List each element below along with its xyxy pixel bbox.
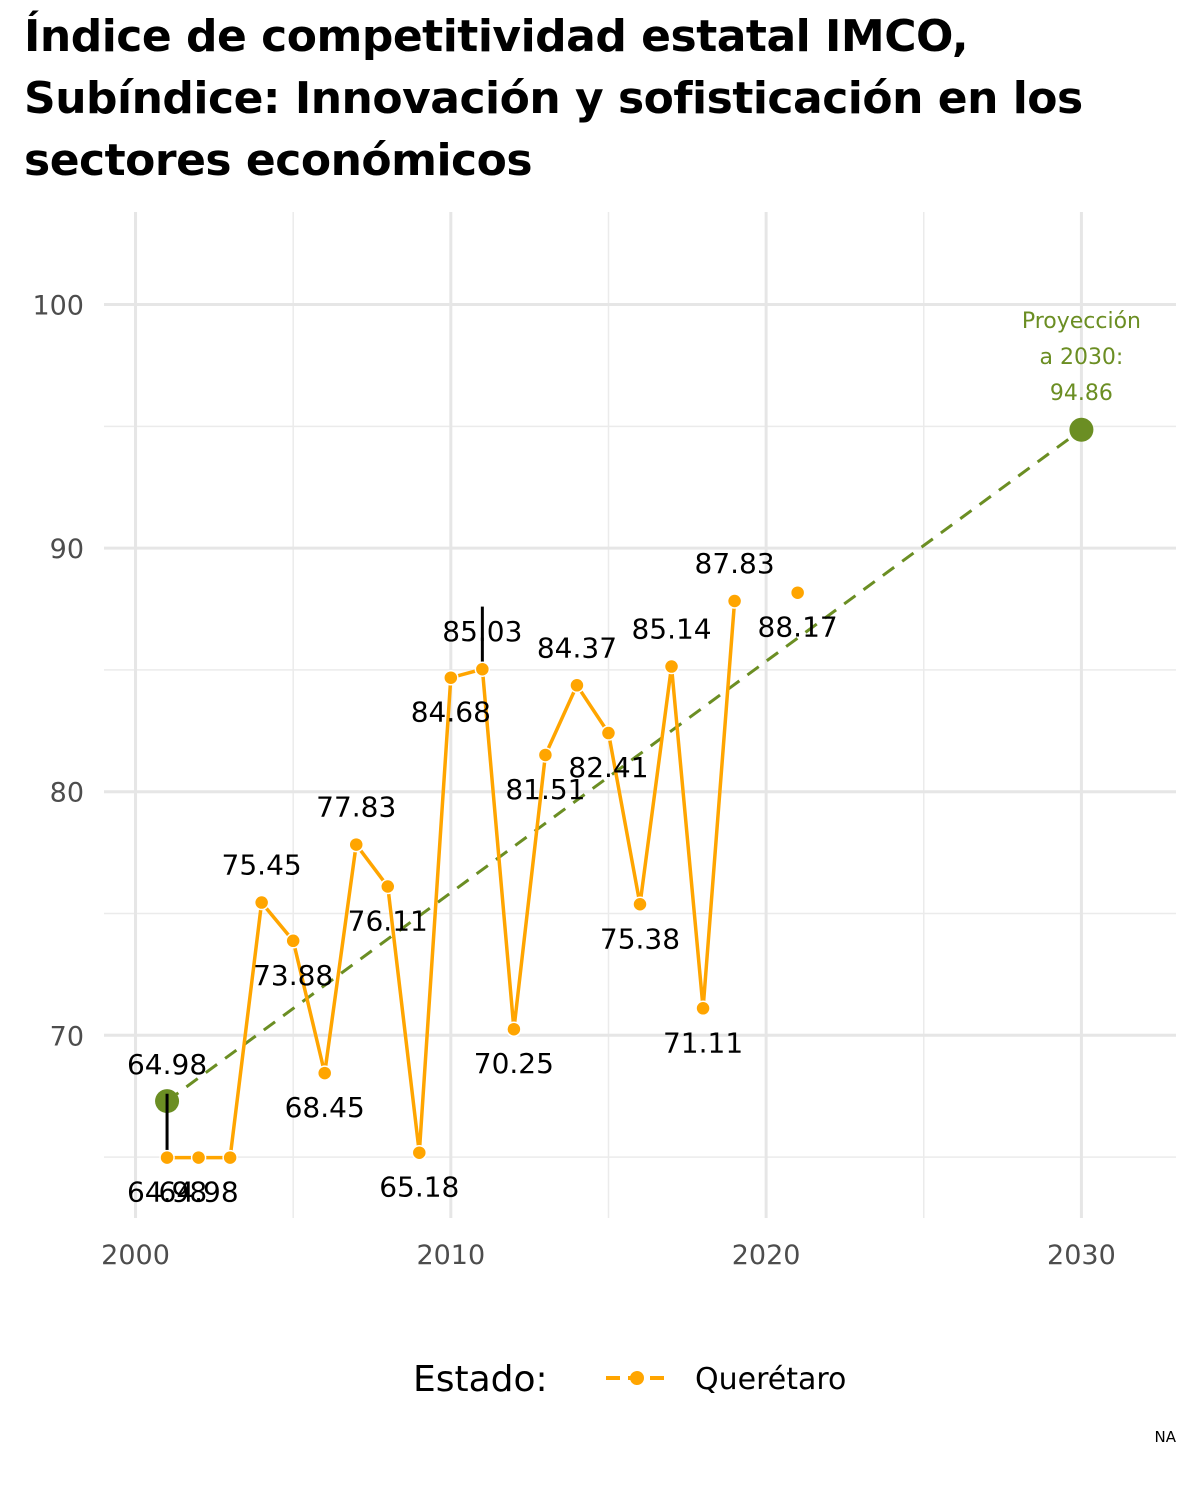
data-label: 77.83 — [316, 791, 396, 824]
x-tick-label: 2000 — [101, 1240, 170, 1271]
data-label: 84.37 — [537, 631, 617, 664]
data-point — [632, 896, 648, 913]
x-tick-label: 2030 — [1047, 1240, 1116, 1271]
projection-point — [1069, 417, 1094, 442]
major-gridlines — [104, 212, 1176, 1218]
legend-label: Querétaro — [695, 1362, 846, 1397]
series-points — [159, 584, 806, 1166]
data-point — [537, 747, 554, 763]
trend-line — [166, 428, 1083, 1103]
data-label: 82.41 — [568, 751, 648, 784]
x-tick-label: 2020 — [732, 1240, 801, 1271]
data-point — [600, 725, 617, 741]
data-point — [474, 661, 491, 677]
data-label: 88.17 — [758, 611, 838, 644]
highlight-label: 64.98 — [127, 1048, 207, 1081]
legend: Estado: Querétaro — [413, 1359, 846, 1400]
data-label: 85.14 — [631, 613, 711, 646]
data-point — [316, 1065, 333, 1081]
data-point — [695, 1000, 711, 1017]
data-label: 65.18 — [379, 1171, 459, 1204]
x-tick-label: 2010 — [416, 1240, 485, 1271]
data-label: 71.11 — [663, 1026, 743, 1059]
data-point — [443, 669, 459, 686]
projection-label: a 2030: — [1039, 345, 1123, 370]
data-point — [569, 677, 585, 694]
data-label: 84.68 — [411, 696, 491, 729]
chart-title: Índice de competitividad estatal IMCO, S… — [24, 11, 1083, 186]
projection-annotation: Proyección a 2030: 94.86 — [1022, 309, 1141, 442]
data-point — [380, 878, 396, 895]
projection-label: 94.86 — [1050, 381, 1113, 406]
data-point — [190, 1149, 207, 1166]
data-label: 81.51 — [505, 773, 585, 806]
data-label: 76.11 — [348, 904, 428, 937]
y-tick-label: 90 — [50, 534, 84, 565]
y-tick-label: 80 — [50, 778, 84, 809]
data-point — [285, 933, 301, 949]
projection-label: Proyección — [1022, 309, 1141, 334]
data-label: 70.25 — [474, 1047, 554, 1080]
data-point — [506, 1021, 522, 1037]
data-point — [789, 584, 806, 601]
data-point — [726, 593, 743, 609]
y-tick-label: 100 — [32, 291, 84, 322]
data-point — [348, 836, 364, 853]
caption: NA — [1154, 1428, 1176, 1446]
data-label: 68.45 — [285, 1091, 365, 1124]
legend-key-point — [630, 1371, 644, 1385]
data-label: 87.83 — [695, 547, 775, 580]
data-point — [253, 894, 270, 911]
data-label: 75.45 — [222, 849, 302, 882]
highlight-segments — [165, 606, 484, 1158]
data-label: 64.98 — [159, 1176, 239, 1209]
data-label: 85.03 — [442, 615, 522, 648]
legend-title: Estado: — [413, 1359, 548, 1400]
data-label: 75.38 — [600, 922, 680, 955]
data-label: 64.98 — [127, 1176, 207, 1209]
data-point — [663, 658, 680, 675]
axis-tick-labels: 2000 2010 2020 2030 70 80 90 100 — [32, 291, 1115, 1271]
data-label: 73.88 — [253, 959, 333, 992]
data-point — [411, 1144, 428, 1161]
minor-gridlines — [104, 212, 1176, 1218]
data-point — [222, 1149, 238, 1166]
data-labels: 64.9864.9864.9875.4573.8868.4577.8376.11… — [127, 547, 838, 1209]
data-point — [159, 1149, 175, 1166]
y-tick-label: 70 — [50, 1021, 84, 1052]
